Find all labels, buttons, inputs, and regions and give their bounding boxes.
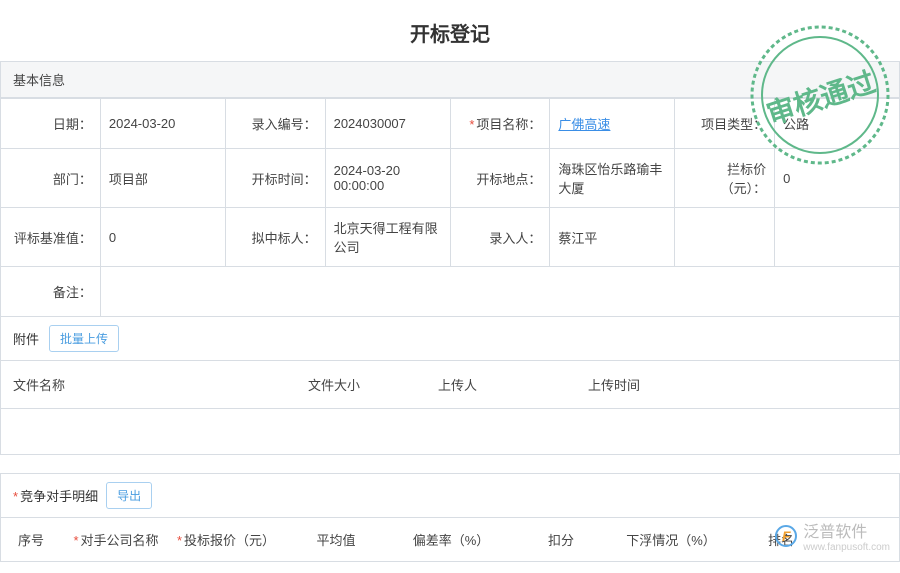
open-loc-value: 海珠区怡乐路瑜丰大厦 [550,149,675,208]
competitors-title: *竞争对手明细 [13,486,98,505]
col-float-down: 下浮情况（%） [611,530,731,549]
table-row: 备注： [1,267,900,317]
project-name-link[interactable]: 广佛高速 [558,117,610,132]
benchmark-label: 评标基准值： [1,208,101,267]
competitors-columns: 序号 *对手公司名称 *投标报价（元） 平均值 偏差率（%） 扣分 下浮情况（%… [0,518,900,562]
block-price-label: 拦标价（元）： [675,149,775,208]
col-rank: 排名 [731,530,831,549]
block-price-value: 0 [775,149,900,208]
attachments-empty-row [0,409,900,455]
empty-value [775,208,900,267]
col-company-text: 对手公司名称 [81,533,159,548]
benchmark-value: 0 [100,208,225,267]
entered-by-value: 蔡江平 [550,208,675,267]
winner-label: 拟中标人： [225,208,325,267]
col-filename: 文件名称 [13,375,308,394]
entry-no-value: 2024030007 [325,99,450,149]
open-loc-label: 开标地点： [450,149,550,208]
project-type-value: 公路 [775,99,900,149]
project-type-label: 项目类型： [675,99,775,149]
entry-no-label: 录入编号： [225,99,325,149]
batch-upload-button[interactable]: 批量上传 [49,325,119,352]
col-deduction: 扣分 [511,530,611,549]
dept-label: 部门： [1,149,101,208]
remark-label: 备注： [1,267,101,317]
basic-info-header: 基本信息 [0,61,900,98]
col-avg: 平均值 [281,530,391,549]
entered-by-label: 录入人： [450,208,550,267]
project-name-label-text: 项目名称： [476,117,541,132]
col-company: *对手公司名称 [61,530,171,549]
col-seq: 序号 [1,530,61,549]
remark-value [100,267,899,317]
col-uploader: 上传人 [438,375,588,394]
attachments-label: 附件 [13,329,39,348]
attachments-header: 附件 批量上传 [0,317,900,361]
project-name-label: *项目名称： [450,99,550,149]
col-upload-time: 上传时间 [588,375,887,394]
competitors-title-text: 竞争对手明细 [20,489,98,504]
open-time-label: 开标时间： [225,149,325,208]
export-button[interactable]: 导出 [106,482,152,509]
page-title: 开标登记 [0,0,900,61]
attachments-columns: 文件名称 文件大小 上传人 上传时间 [0,361,900,409]
col-filesize: 文件大小 [308,375,438,394]
empty-label [675,208,775,267]
col-deviation: 偏差率（%） [391,530,511,549]
date-value: 2024-03-20 [100,99,225,149]
col-bid-price: *投标报价（元） [171,530,281,549]
table-row: 日期： 2024-03-20 录入编号： 2024030007 *项目名称： 广… [1,99,900,149]
open-time-value: 2024-03-20 00:00:00 [325,149,450,208]
competitors-header: *竞争对手明细 导出 [0,473,900,518]
table-row: 部门： 项目部 开标时间： 2024-03-20 00:00:00 开标地点： … [1,149,900,208]
table-row: 评标基准值： 0 拟中标人： 北京天得工程有限公司 录入人： 蔡江平 [1,208,900,267]
col-bid-price-text: 投标报价（元） [184,533,275,548]
basic-info-table: 日期： 2024-03-20 录入编号： 2024030007 *项目名称： 广… [0,98,900,317]
project-name-value[interactable]: 广佛高速 [550,99,675,149]
date-label: 日期： [1,99,101,149]
winner-value: 北京天得工程有限公司 [325,208,450,267]
dept-value: 项目部 [100,149,225,208]
